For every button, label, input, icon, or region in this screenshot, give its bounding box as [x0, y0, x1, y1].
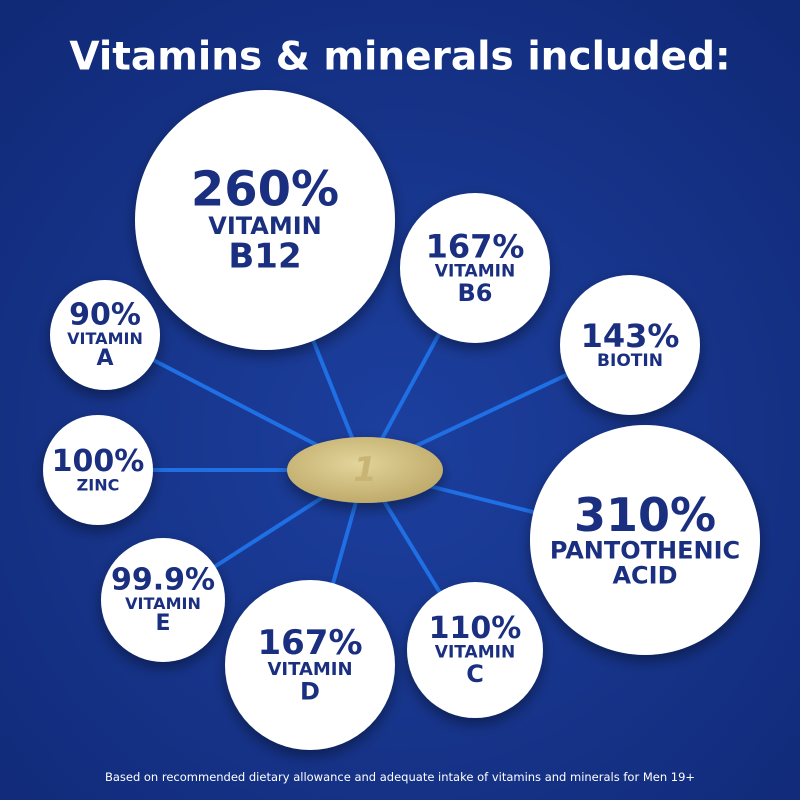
node-label: VITAMIN — [267, 659, 352, 680]
node: 100%ZINC — [43, 415, 153, 525]
node-label: VITAMIN — [125, 594, 201, 613]
node-label: VITAMIN — [435, 642, 515, 662]
node-circle — [400, 193, 550, 343]
node-circle — [101, 538, 225, 662]
node-value: 90% — [69, 298, 141, 333]
node-label: E — [155, 611, 170, 636]
node-circle — [560, 275, 700, 415]
node-label: VITAMIN — [435, 261, 515, 281]
node-label: D — [300, 677, 320, 705]
node-label: BIOTIN — [597, 351, 663, 371]
node-value: 143% — [581, 317, 680, 355]
node-value: 260% — [191, 162, 339, 218]
node-circle — [407, 582, 543, 718]
node-label: VITAMIN — [67, 329, 143, 348]
node-label: ACID — [612, 562, 677, 590]
node-label: PANTOTHENIC — [550, 536, 740, 564]
node-value: 110% — [429, 611, 522, 646]
node-value: 167% — [426, 227, 525, 265]
node-label: C — [466, 660, 484, 688]
node-value: 100% — [52, 444, 145, 479]
node: 143%BIOTIN — [560, 275, 700, 415]
node-value: 167% — [257, 623, 362, 663]
tablet-mark: 1 — [353, 450, 377, 490]
node-label: VITAMIN — [208, 212, 321, 240]
node-label: B12 — [228, 237, 301, 277]
footnote: Based on recommended dietary allowance a… — [105, 770, 695, 784]
node-circle — [530, 425, 760, 655]
node-label: A — [96, 346, 113, 371]
node-circle — [43, 415, 153, 525]
node-circle — [50, 280, 160, 390]
node-circle — [135, 90, 395, 350]
node-circle — [225, 580, 395, 750]
title: Vitamins & minerals included: — [69, 35, 730, 80]
node-label: ZINC — [77, 476, 120, 495]
node-label: B6 — [458, 279, 493, 307]
node-value: 99.9% — [111, 563, 215, 598]
tablet — [287, 437, 443, 503]
node-value: 310% — [574, 488, 716, 542]
